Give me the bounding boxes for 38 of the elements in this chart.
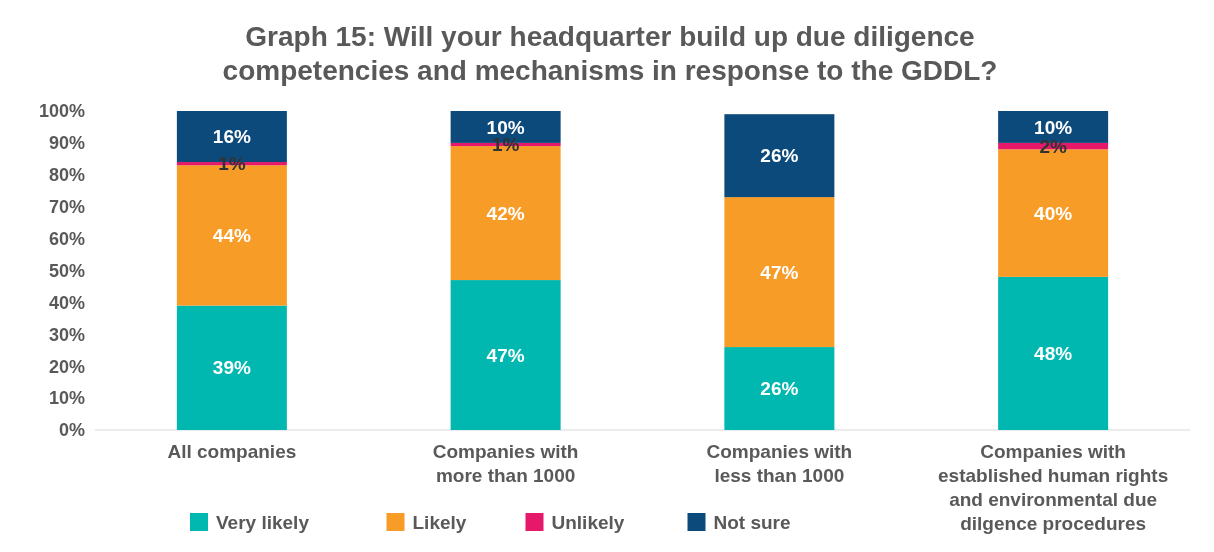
data-label: 47% [760,261,799,283]
y-tick-label: 30% [48,324,85,345]
x-tick-label: Companies with established human rights and environmental due dilgence procedures [938,441,1169,534]
y-tick-label: 80% [48,165,85,186]
x-tick-label: All companies [167,441,297,462]
y-tick-label: 50% [48,260,85,281]
bar [450,280,561,430]
data-label: 42% [486,202,525,224]
data-label: 26% [760,145,799,167]
data-label: 16% [212,126,251,148]
y-tick-label: 100% [38,101,85,122]
bar [724,347,835,430]
x-tick-label: Companies with less than 1000 [706,441,853,486]
legend-label: Not sure [713,511,791,533]
data-label: 26% [760,378,799,400]
data-label: 44% [212,225,251,247]
data-label: 47% [486,344,525,366]
data-label: 48% [1034,343,1073,365]
bar [998,276,1109,430]
chart-title: Graph 15: Will your headquarter build up due diligence competencies and mechanisms in response to the GDDL? [222,21,998,86]
x-tick-label: Companies with more than 1000 [432,441,579,486]
y-tick-label: 40% [48,292,85,313]
data-label: 10% [1034,116,1073,138]
bar [724,197,835,348]
y-tick-label: 20% [48,356,85,377]
y-tick-label: 10% [48,388,85,409]
bar [176,305,287,430]
data-label: 10% [486,116,525,138]
y-tick-label: 60% [48,228,85,249]
y-tick-label: 90% [48,133,85,154]
bar [724,114,835,198]
legend-label: Likely [412,511,467,533]
legend-label: Very likely [216,511,310,533]
legend-label: Unlikely [551,511,625,533]
y-tick-label: 0% [58,420,85,441]
data-label: 39% [212,357,251,379]
y-tick-label: 70% [48,197,85,217]
data-label: 40% [1034,202,1073,224]
